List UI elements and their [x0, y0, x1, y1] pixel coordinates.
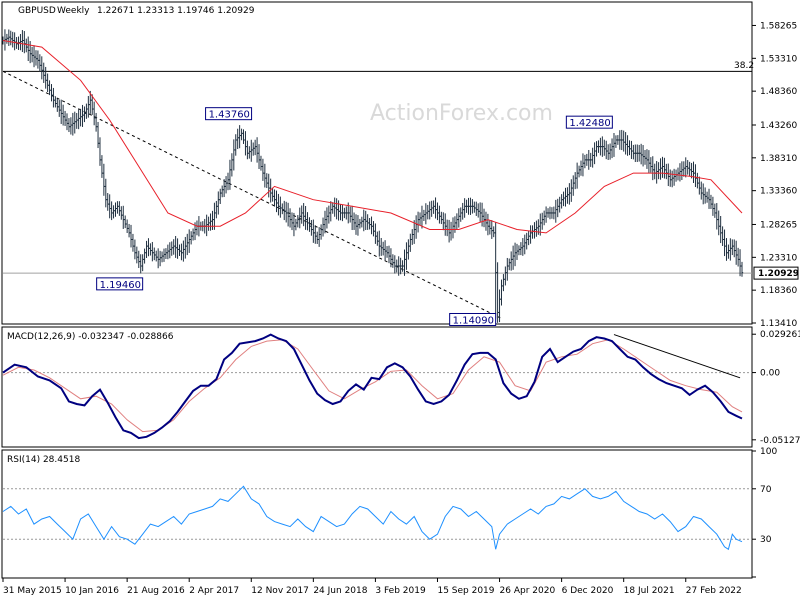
x-axis-label: 21 Aug 2016: [127, 586, 185, 596]
x-axis-label: 27 Feb 2022: [686, 586, 742, 596]
macd-panel: MACD(12,26,9) -0.032347 -0.028866 0.0292…: [1, 326, 800, 448]
chart-symbol: GBPUSD: [18, 6, 56, 16]
current-price-box: [753, 266, 799, 280]
level-label-box: [96, 277, 144, 291]
price-panel: ActionForex.com GBPUSD Weekly 1.22671 1.…: [1, 1, 799, 329]
level-label-text: 1.43760: [209, 110, 250, 121]
x-axis-label: 3 Feb 2019: [375, 586, 426, 596]
moving-average-line: [2, 40, 743, 234]
price-axis-label: 1.38310: [760, 154, 797, 164]
level-label-1.19460: 1.19460: [96, 277, 144, 291]
ohlc-values: 1.22671 1.23313 1.19746 1.20929: [97, 6, 255, 16]
rsi-axis-label: 30: [760, 535, 772, 545]
x-axis: 31 May 2015 10 Jan 2016 21 Aug 2016 2 Apr 2…: [2, 578, 742, 596]
watermark: ActionForex.com: [370, 101, 553, 126]
x-axis-label: 15 Sep 2019: [437, 586, 494, 596]
x-axis-label: 31 May 2015: [3, 586, 62, 596]
level-label-text: 1.14090: [453, 315, 494, 326]
level-label-box: [205, 107, 253, 121]
rsi-panel: RSI(14) 28.4518 100 70 30: [1, 447, 777, 579]
price-axis-label: 1.58265: [760, 21, 797, 31]
level-label-text: 1.42480: [569, 118, 610, 129]
price-axis-label: 1.28265: [760, 220, 797, 230]
macd-axis-label: 0.00: [760, 369, 780, 379]
rsi-line: [2, 485, 743, 551]
price-axis-label: 1.23310: [760, 253, 797, 263]
fib-level-label: 38.2: [734, 61, 754, 71]
x-axis-label: 6 Dec 2020: [562, 586, 614, 596]
macd-title: MACD(12,26,9) -0.032347 -0.028866: [7, 332, 174, 342]
level-label-1.14090: 1.14090: [449, 312, 497, 326]
x-axis-label: 24 Jun 2018: [313, 586, 367, 596]
level-label-box: [565, 115, 613, 129]
level-label-box: [449, 312, 497, 326]
macd-panel-frame: [1, 326, 753, 448]
x-axis-label: 10 Jan 2016: [65, 586, 119, 596]
x-axis-label: 26 Apr 2020: [500, 586, 556, 596]
level-label-1.42480: 1.42480: [565, 115, 613, 129]
rsi-title: RSI(14) 28.4518: [7, 455, 80, 465]
macd-signal-line: [2, 339, 743, 433]
x-axis-label: 12 Nov 2017: [251, 586, 309, 596]
macd-trendline: [613, 334, 741, 379]
rsi-panel-frame: [1, 449, 753, 579]
chart-timeframe: Weekly: [57, 6, 90, 16]
macd-axis-label: -0.051279: [760, 436, 800, 446]
macd-axis-label: 0.029261: [760, 330, 800, 340]
price-axis-label: 1.33360: [760, 187, 797, 197]
macd-line: [2, 333, 743, 440]
current-price-label: 1.20929: [758, 269, 799, 279]
price-panel-frame: [1, 1, 753, 325]
rsi-axis-label: 70: [760, 485, 772, 495]
level-label-text: 1.19460: [100, 280, 141, 291]
level-label-1.43760: 1.43760: [205, 107, 253, 121]
rsi-axis-label: 100: [760, 447, 777, 457]
price-axis-label: 1.18360: [760, 286, 797, 296]
price-axis-label: 1.43260: [760, 121, 797, 131]
x-axis-label: 18 Jul 2021: [624, 586, 675, 596]
price-axis-label: 1.53310: [760, 54, 797, 64]
price-axis-label: 1.13410: [760, 319, 797, 329]
price-axis-label: 1.48360: [760, 87, 797, 97]
x-axis-label: 2 Apr 2017: [189, 586, 239, 596]
